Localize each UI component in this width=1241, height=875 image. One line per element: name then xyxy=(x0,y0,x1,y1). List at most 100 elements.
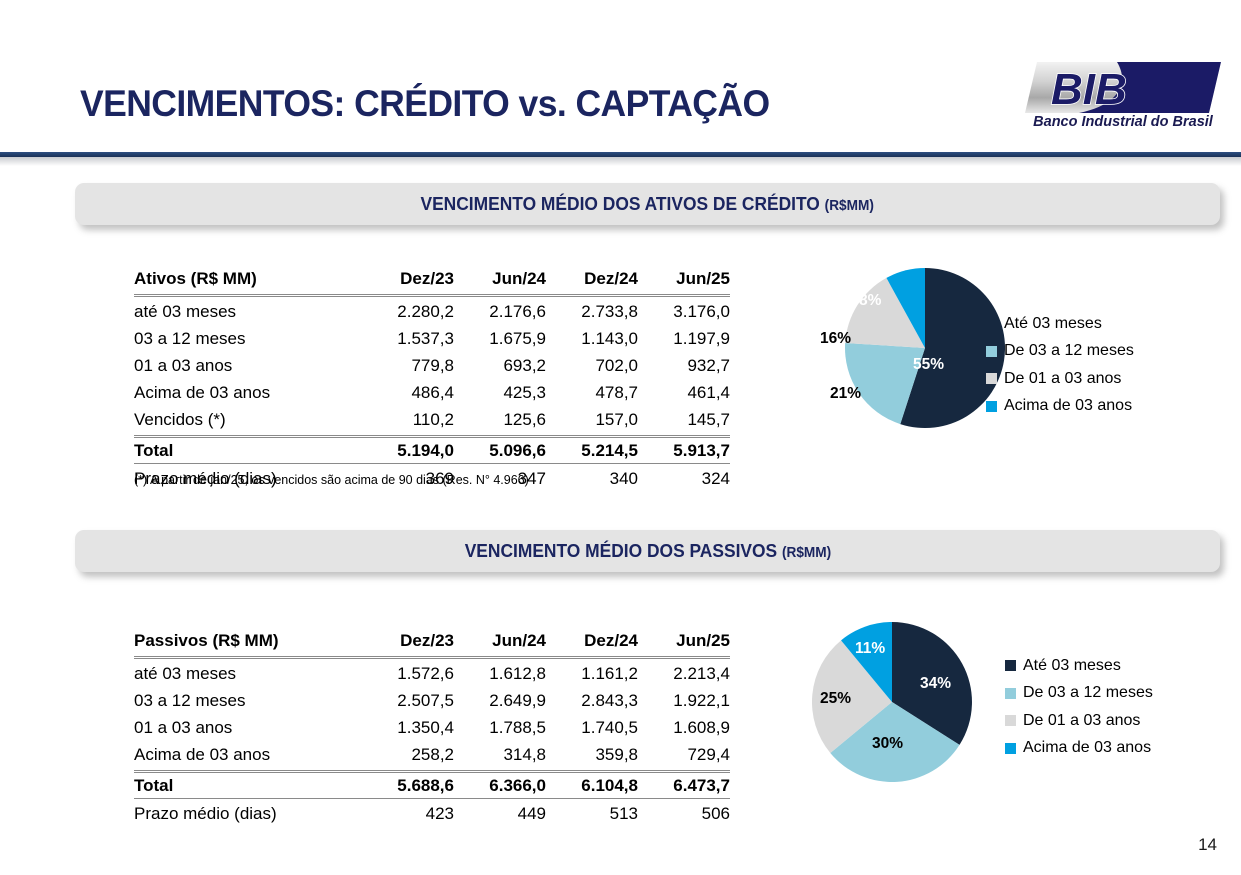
cell-value: 779,8 xyxy=(411,355,454,375)
cell-value: 1.143,0 xyxy=(581,328,638,348)
bib-logo-caption: Banco Industrial do Brasil xyxy=(1033,114,1213,130)
cell-value: 157,0 xyxy=(546,405,638,438)
legend-label: De 01 a 03 anos xyxy=(1023,711,1141,729)
pie-label-de-03-a-12-meses: 30% xyxy=(872,735,904,752)
table-row-total: Total 5.688,6 6.366,0 6.104,8 6.473,7 xyxy=(134,771,730,799)
pie-slice-de-01-a-03-anos xyxy=(845,277,925,348)
cell-value: 693,2 xyxy=(503,355,546,375)
page-number: 14 xyxy=(1198,835,1217,854)
average-term-value: 423 xyxy=(425,803,454,823)
cell-value: 2.280,2 xyxy=(397,301,454,321)
total-value: 5.096,6 xyxy=(454,436,546,464)
total-value: 5.913,7 xyxy=(638,436,730,464)
legend-passivos: Até 03 meses De 03 a 12 meses De 01 a 03… xyxy=(1005,652,1153,762)
average-term-value: 324 xyxy=(701,468,730,488)
cell-value: 478,7 xyxy=(595,382,638,402)
legend-swatch-icon xyxy=(986,400,997,412)
column-header-jun25: Jun/25 xyxy=(638,266,730,297)
pie-label-de-01-a-03-anos: 16% xyxy=(820,330,852,347)
title-divider xyxy=(0,152,1241,157)
table-row: 01 a 03 anos 779,8 693,2 702,0 932,7 xyxy=(134,351,730,378)
table-row: 01 a 03 anos 1.350,4 1.788,5 1.740,5 1.6… xyxy=(134,713,730,740)
cell-value: 425,3 xyxy=(503,382,546,402)
column-header-jun25: Jun/25 xyxy=(638,628,730,659)
legend-swatch-icon xyxy=(986,318,997,330)
legend-label: De 03 a 12 meses xyxy=(1004,342,1134,360)
average-term-value: 506 xyxy=(701,803,730,823)
cell-value: 125,6 xyxy=(454,405,546,438)
column-header-label: Ativos (R$ MM) xyxy=(134,266,362,297)
cell-value: 1.197,9 xyxy=(673,328,730,348)
cell-value: 1.612,8 xyxy=(489,663,546,683)
column-header-dez23: Dez/23 xyxy=(362,266,454,297)
cell-value: 2.176,6 xyxy=(489,301,546,321)
cell-value: 258,2 xyxy=(362,740,454,773)
total-value: 5.194,0 xyxy=(362,436,454,464)
cell-value: 1.161,2 xyxy=(581,663,638,683)
legend-item: Acima de 03 anos xyxy=(986,393,1134,421)
legend-label: Até 03 meses xyxy=(1023,656,1121,674)
legend-label: Acima de 03 anos xyxy=(1004,397,1133,415)
legend-item: De 03 a 12 meses xyxy=(986,338,1134,366)
table-row: até 03 meses 2.280,2 2.176,6 2.733,8 3.1… xyxy=(134,296,730,325)
average-term-label: Prazo médio (dias) xyxy=(134,468,277,488)
pie-label-ate-03-meses: 34% xyxy=(920,675,952,692)
table-row: 03 a 12 meses 2.507,5 2.649,9 2.843,3 1.… xyxy=(134,686,730,713)
cell-value: 2.649,9 xyxy=(489,690,546,710)
table-row-average-term: Prazo médio (dias) 423 449 513 506 xyxy=(134,799,730,827)
total-value: 5.688,6 xyxy=(362,771,454,799)
pie-label-ate-03-meses: 55% xyxy=(913,356,945,373)
pie-slice-acima-de-03-anos xyxy=(841,622,892,702)
pie-label-de-01-a-03-anos: 25% xyxy=(820,690,852,707)
page-title: VENCIMENTOS: CRÉDITO vs. CAPTAÇÃO xyxy=(80,83,770,124)
legend-item: Acima de 03 anos xyxy=(1005,735,1153,763)
legend-label: Até 03 meses xyxy=(1004,314,1102,332)
pie-chart-ativos-svg xyxy=(845,268,1006,428)
legend-label: Acima de 03 anos xyxy=(1023,739,1152,757)
table-passivos: Passivos (R$ MM) Dez/23 Jun/24 Dez/24 Ju… xyxy=(134,628,730,826)
cell-value: 486,4 xyxy=(411,382,454,402)
bib-logo-text: BIB xyxy=(1051,65,1127,114)
cell-value: 2.733,8 xyxy=(581,301,638,321)
section-header-passivos-title: VENCIMENTO MÉDIO DOS PASSIVOS xyxy=(464,540,777,561)
cell-value: 702,0 xyxy=(595,355,638,375)
pie-slice-de-03-a-12-meses xyxy=(830,702,960,782)
cell-value: 2.507,5 xyxy=(397,690,454,710)
legend-swatch-icon xyxy=(1005,715,1016,727)
footnote-ativos: (*) A partir de jan/25, os vencidos são … xyxy=(134,473,529,487)
row-label: Acima de 03 anos xyxy=(134,740,362,773)
section-header-ativos: VENCIMENTO MÉDIO DOS ATIVOS DE CRÉDITO (… xyxy=(75,183,1220,225)
cell-value: 1.922,1 xyxy=(673,690,730,710)
cell-value: 461,4 xyxy=(687,382,730,402)
pie-slice-ate-03-meses xyxy=(892,622,972,745)
row-label: 01 a 03 anos xyxy=(134,717,233,737)
section-header-passivos: VENCIMENTO MÉDIO DOS PASSIVOS (R$MM) xyxy=(75,530,1220,572)
average-term-value: 369 xyxy=(425,468,454,488)
average-term-value: 340 xyxy=(609,468,638,488)
average-term-value: 347 xyxy=(517,468,546,488)
pie-label-acima-de-03-anos: 8% xyxy=(859,292,882,309)
legend-swatch-icon xyxy=(1005,660,1016,672)
column-header-dez24: Dez/24 xyxy=(546,266,638,297)
section-header-passivos-text: VENCIMENTO MÉDIO DOS PASSIVOS (R$MM) xyxy=(464,540,830,562)
bib-logo: BIB Banco Industrial do Brasil xyxy=(1025,60,1221,138)
pie-label-de-03-a-12-meses: 21% xyxy=(830,385,862,402)
row-label: 03 a 12 meses xyxy=(134,328,246,348)
cell-value: 1.608,9 xyxy=(673,717,730,737)
table-row: 03 a 12 meses 1.537,3 1.675,9 1.143,0 1.… xyxy=(134,324,730,351)
legend-label: De 01 a 03 anos xyxy=(1004,369,1122,387)
cell-value: 729,4 xyxy=(638,740,730,773)
table-ativos: Ativos (R$ MM) Dez/23 Jun/24 Dez/24 Jun/… xyxy=(134,266,730,491)
bib-logo-mark: BIB xyxy=(1025,62,1221,115)
table-row-average-term: Prazo médio (dias) 369 347 340 324 xyxy=(134,464,730,492)
cell-value: 145,7 xyxy=(638,405,730,438)
cell-value: 1.572,6 xyxy=(397,663,454,683)
cell-value: 1.675,9 xyxy=(489,328,546,348)
average-term-label: Prazo médio (dias) xyxy=(134,803,277,823)
column-header-label: Passivos (R$ MM) xyxy=(134,628,362,659)
average-term-value: 449 xyxy=(517,803,546,823)
total-value: 6.104,8 xyxy=(546,771,638,799)
column-header-jun24: Jun/24 xyxy=(454,266,546,297)
pie-slice-de-01-a-03-anos xyxy=(811,640,892,753)
pie-label-acima-de-03-anos: 11% xyxy=(855,640,886,657)
